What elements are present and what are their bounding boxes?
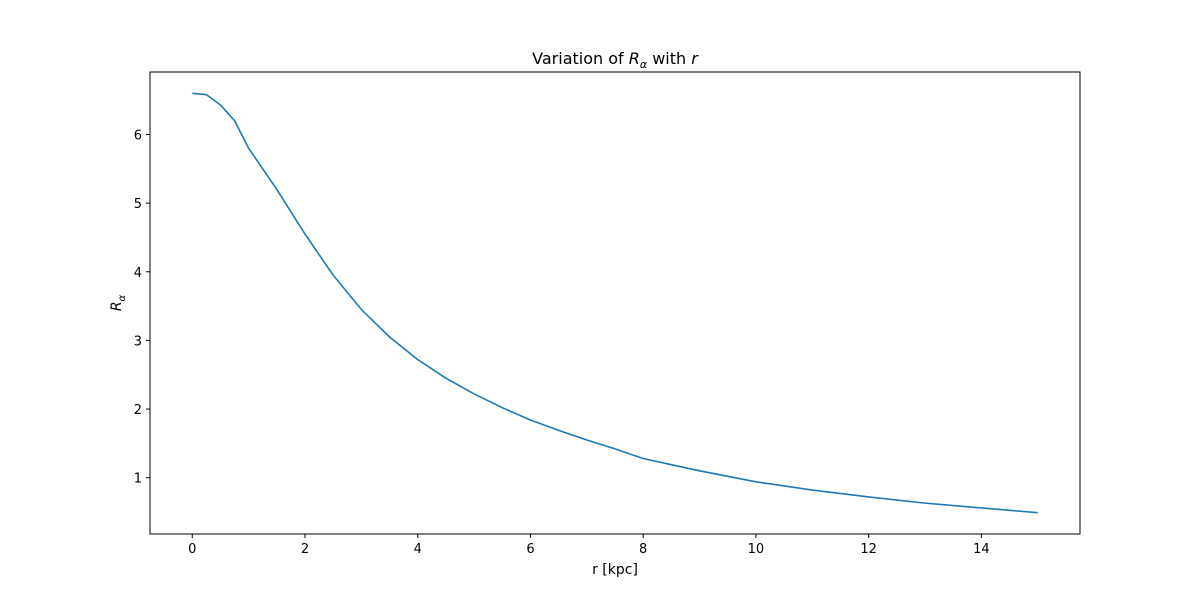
x-axis-label: r [kpc] — [592, 562, 638, 578]
y-tick-label: 5 — [134, 197, 142, 212]
x-tick-label: 14 — [973, 542, 990, 557]
title-part: Variation of — [532, 49, 629, 68]
axes-frame — [149, 71, 1081, 535]
title-part: r — [691, 49, 699, 68]
x-tick-label: 8 — [639, 542, 647, 557]
y-label-part: α — [117, 294, 128, 301]
data-line — [192, 92, 1038, 514]
x-tick-label: 0 — [188, 542, 196, 557]
y-axis-label: Rα — [109, 294, 128, 311]
y-tick-label: 3 — [134, 334, 142, 349]
y-tick-label: 4 — [134, 266, 142, 281]
y-tick-label: 2 — [134, 403, 142, 418]
x-tick-label: 12 — [860, 542, 877, 557]
y-tick-label: 1 — [134, 472, 142, 487]
x-tick-label: 10 — [748, 542, 765, 557]
chart-title: Variation of Rα with r — [532, 49, 699, 71]
y-tick-label: 6 — [134, 128, 142, 143]
title-part: with — [647, 49, 691, 68]
y-label-part: R — [109, 301, 125, 311]
x-tick-label: 2 — [301, 542, 309, 557]
title-part: α — [640, 58, 648, 71]
x-tick-label: 4 — [414, 542, 422, 557]
x-tick-label: 6 — [526, 542, 534, 557]
title-part: R — [629, 49, 640, 68]
